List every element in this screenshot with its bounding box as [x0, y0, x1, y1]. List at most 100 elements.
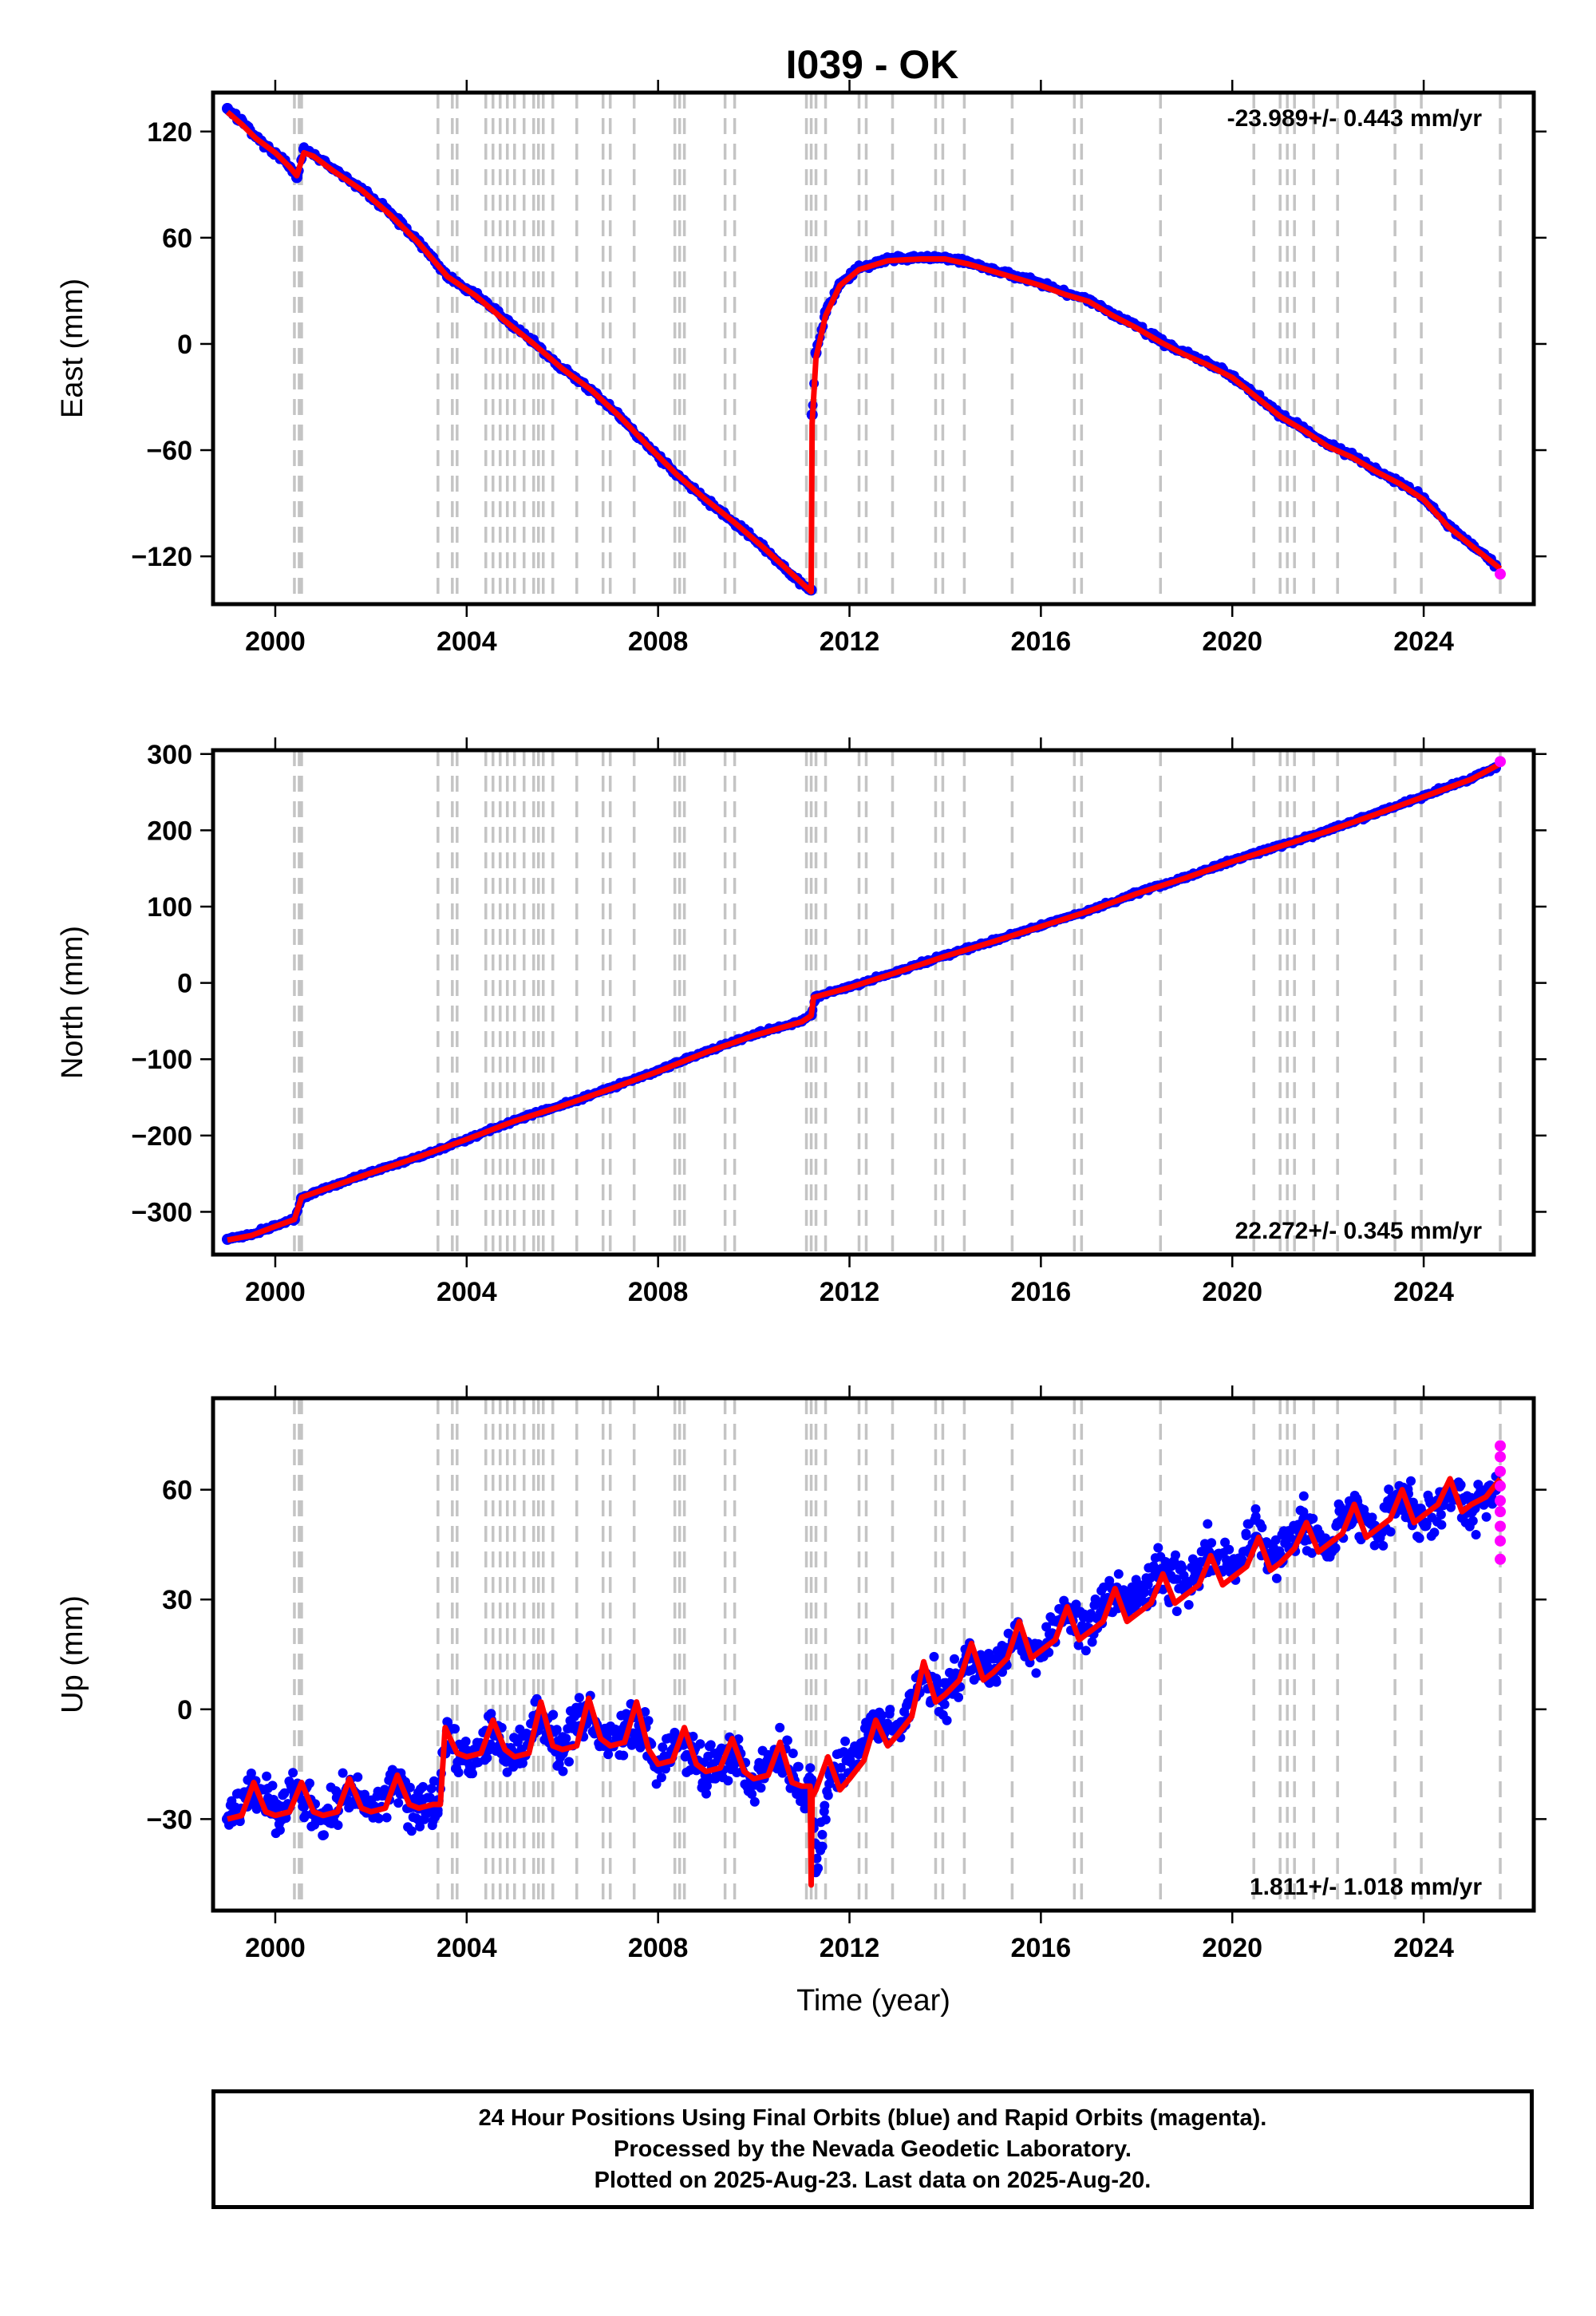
model-fit-line [227, 761, 1502, 1243]
final-orbit-point [1241, 1531, 1251, 1540]
x-axis-label: Time (year) [796, 1984, 950, 2018]
y-tick-label: 30 [162, 1585, 192, 1615]
final-orbit-point [701, 1788, 711, 1799]
rate-annotation: 22.272+/- 0.345 mm/yr [1235, 1218, 1483, 1244]
final-orbit-point [1270, 1535, 1281, 1545]
panel-up: 2000 2004 2008 2012 2016 2020 2024 −30 0 30 60 Up (… [56, 1385, 1547, 2018]
final-orbit-point [723, 1776, 733, 1786]
final-orbit-point [1367, 1512, 1377, 1523]
x-tick-label: 2004 [437, 1277, 497, 1307]
model-fit-line [227, 1476, 1503, 1888]
final-orbit-point [353, 1772, 363, 1782]
final-orbit-point [603, 1749, 614, 1760]
x-tick-label: 2012 [820, 626, 880, 657]
final-orbit-point [782, 1735, 792, 1745]
final-orbit-point [843, 1754, 855, 1766]
rapid-orbit-point [1495, 1520, 1507, 1532]
final-orbit-point [426, 1784, 437, 1794]
panel-frame-east [211, 90, 1536, 607]
rapid-orbit-point [1495, 568, 1507, 580]
y-axis-label: Up (mm) [56, 1595, 89, 1713]
final-orbit-point [817, 1829, 828, 1840]
final-orbit-point [1481, 1512, 1491, 1522]
final-orbit-point [1179, 1579, 1191, 1591]
y-tick-label: 0 [177, 969, 192, 999]
y-tick-label: 0 [177, 330, 192, 360]
x-tick-label: 2008 [628, 1277, 689, 1307]
x-tick-label: 2008 [628, 626, 689, 657]
rapid-orbit-point [1495, 756, 1507, 768]
final-orbit-point [1031, 1668, 1041, 1678]
final-orbit-point [1307, 1548, 1317, 1558]
final-orbit-point [1131, 1597, 1143, 1609]
rapid-orbit-point [1495, 1506, 1507, 1518]
final-orbit-point [1436, 1509, 1446, 1520]
final-orbit-point [681, 1749, 692, 1760]
final-orbit-point [1237, 1555, 1247, 1565]
final-orbit-point [415, 1821, 425, 1832]
panel-north: 2000 2004 2008 2012 2016 2020 2024−300−200−100… [56, 737, 1547, 1307]
final-orbit-point [333, 1820, 343, 1830]
y-tick-label: 60 [162, 223, 192, 254]
final-orbit-point [932, 1679, 942, 1690]
y-tick-label: −60 [146, 436, 192, 466]
final-orbit-point [1207, 1538, 1217, 1548]
x-tick-label: 2012 [820, 1933, 880, 1963]
final-orbit-point [1369, 1540, 1380, 1551]
x-tick-label: 2016 [1011, 626, 1072, 657]
y-tick-label: 200 [147, 816, 192, 846]
x-tick-label: 2000 [245, 626, 306, 657]
x-tick-label: 2000 [245, 1933, 306, 1963]
final-orbit-point [246, 1769, 256, 1778]
rapid-orbit-point [1495, 1495, 1507, 1507]
final-orbit-point [305, 1778, 314, 1788]
final-orbit-point [373, 1813, 384, 1824]
final-orbit-point [405, 1782, 415, 1792]
final-orbit-point [1436, 1520, 1447, 1530]
final-orbit-point [950, 1654, 959, 1664]
final-orbit-point [1071, 1599, 1081, 1610]
final-orbit-point [1468, 1516, 1478, 1526]
final-orbit-point [695, 1739, 705, 1749]
final-orbit-point [558, 1766, 568, 1777]
final-orbit-point [360, 1789, 369, 1800]
y-axis-label: North (mm) [56, 926, 89, 1079]
final-orbit-point [954, 1692, 964, 1702]
rapid-orbit-point [1495, 1451, 1507, 1463]
final-orbit-point [885, 1705, 895, 1715]
final-orbit-point [656, 1773, 666, 1783]
final-orbit-point [482, 1753, 492, 1763]
final-orbit-point [823, 1790, 833, 1800]
y-tick-label: 100 [147, 892, 192, 923]
final-orbit-point [1471, 1530, 1481, 1539]
x-tick-label: 2008 [628, 1933, 689, 1963]
final-orbit-point [1414, 1533, 1424, 1543]
final-orbit-point [1308, 1513, 1318, 1524]
x-tick-label: 2016 [1011, 1933, 1072, 1963]
final-orbit-point [1177, 1563, 1187, 1573]
final-orbit-point [820, 1815, 831, 1824]
final-orbit-point [877, 1710, 887, 1721]
final-orbit-point [338, 1768, 348, 1778]
final-orbit-point [747, 1789, 757, 1799]
final-orbit-point [793, 1761, 804, 1772]
final-orbit-point [468, 1769, 477, 1779]
final-orbit-point [1250, 1504, 1261, 1514]
final-orbit-point [643, 1716, 654, 1726]
final-orbit-point [929, 1651, 939, 1662]
final-orbit-point [502, 1767, 512, 1777]
final-orbit-point [640, 1707, 650, 1717]
final-orbit-point [551, 1725, 562, 1735]
plot-area-east [221, 93, 1507, 604]
final-orbit-point [1153, 1543, 1163, 1553]
final-orbit-point [618, 1750, 629, 1761]
rapid-orbit-point [1495, 1535, 1507, 1547]
y-tick-label: 300 [147, 740, 192, 770]
final-orbit-point [1041, 1622, 1052, 1632]
final-orbit-point [262, 1771, 272, 1781]
final-orbit-point [1087, 1637, 1097, 1647]
x-tick-label: 2020 [1202, 1933, 1262, 1963]
x-tick-label: 2024 [1393, 1933, 1454, 1963]
rapid-orbit-point [1495, 1465, 1507, 1477]
